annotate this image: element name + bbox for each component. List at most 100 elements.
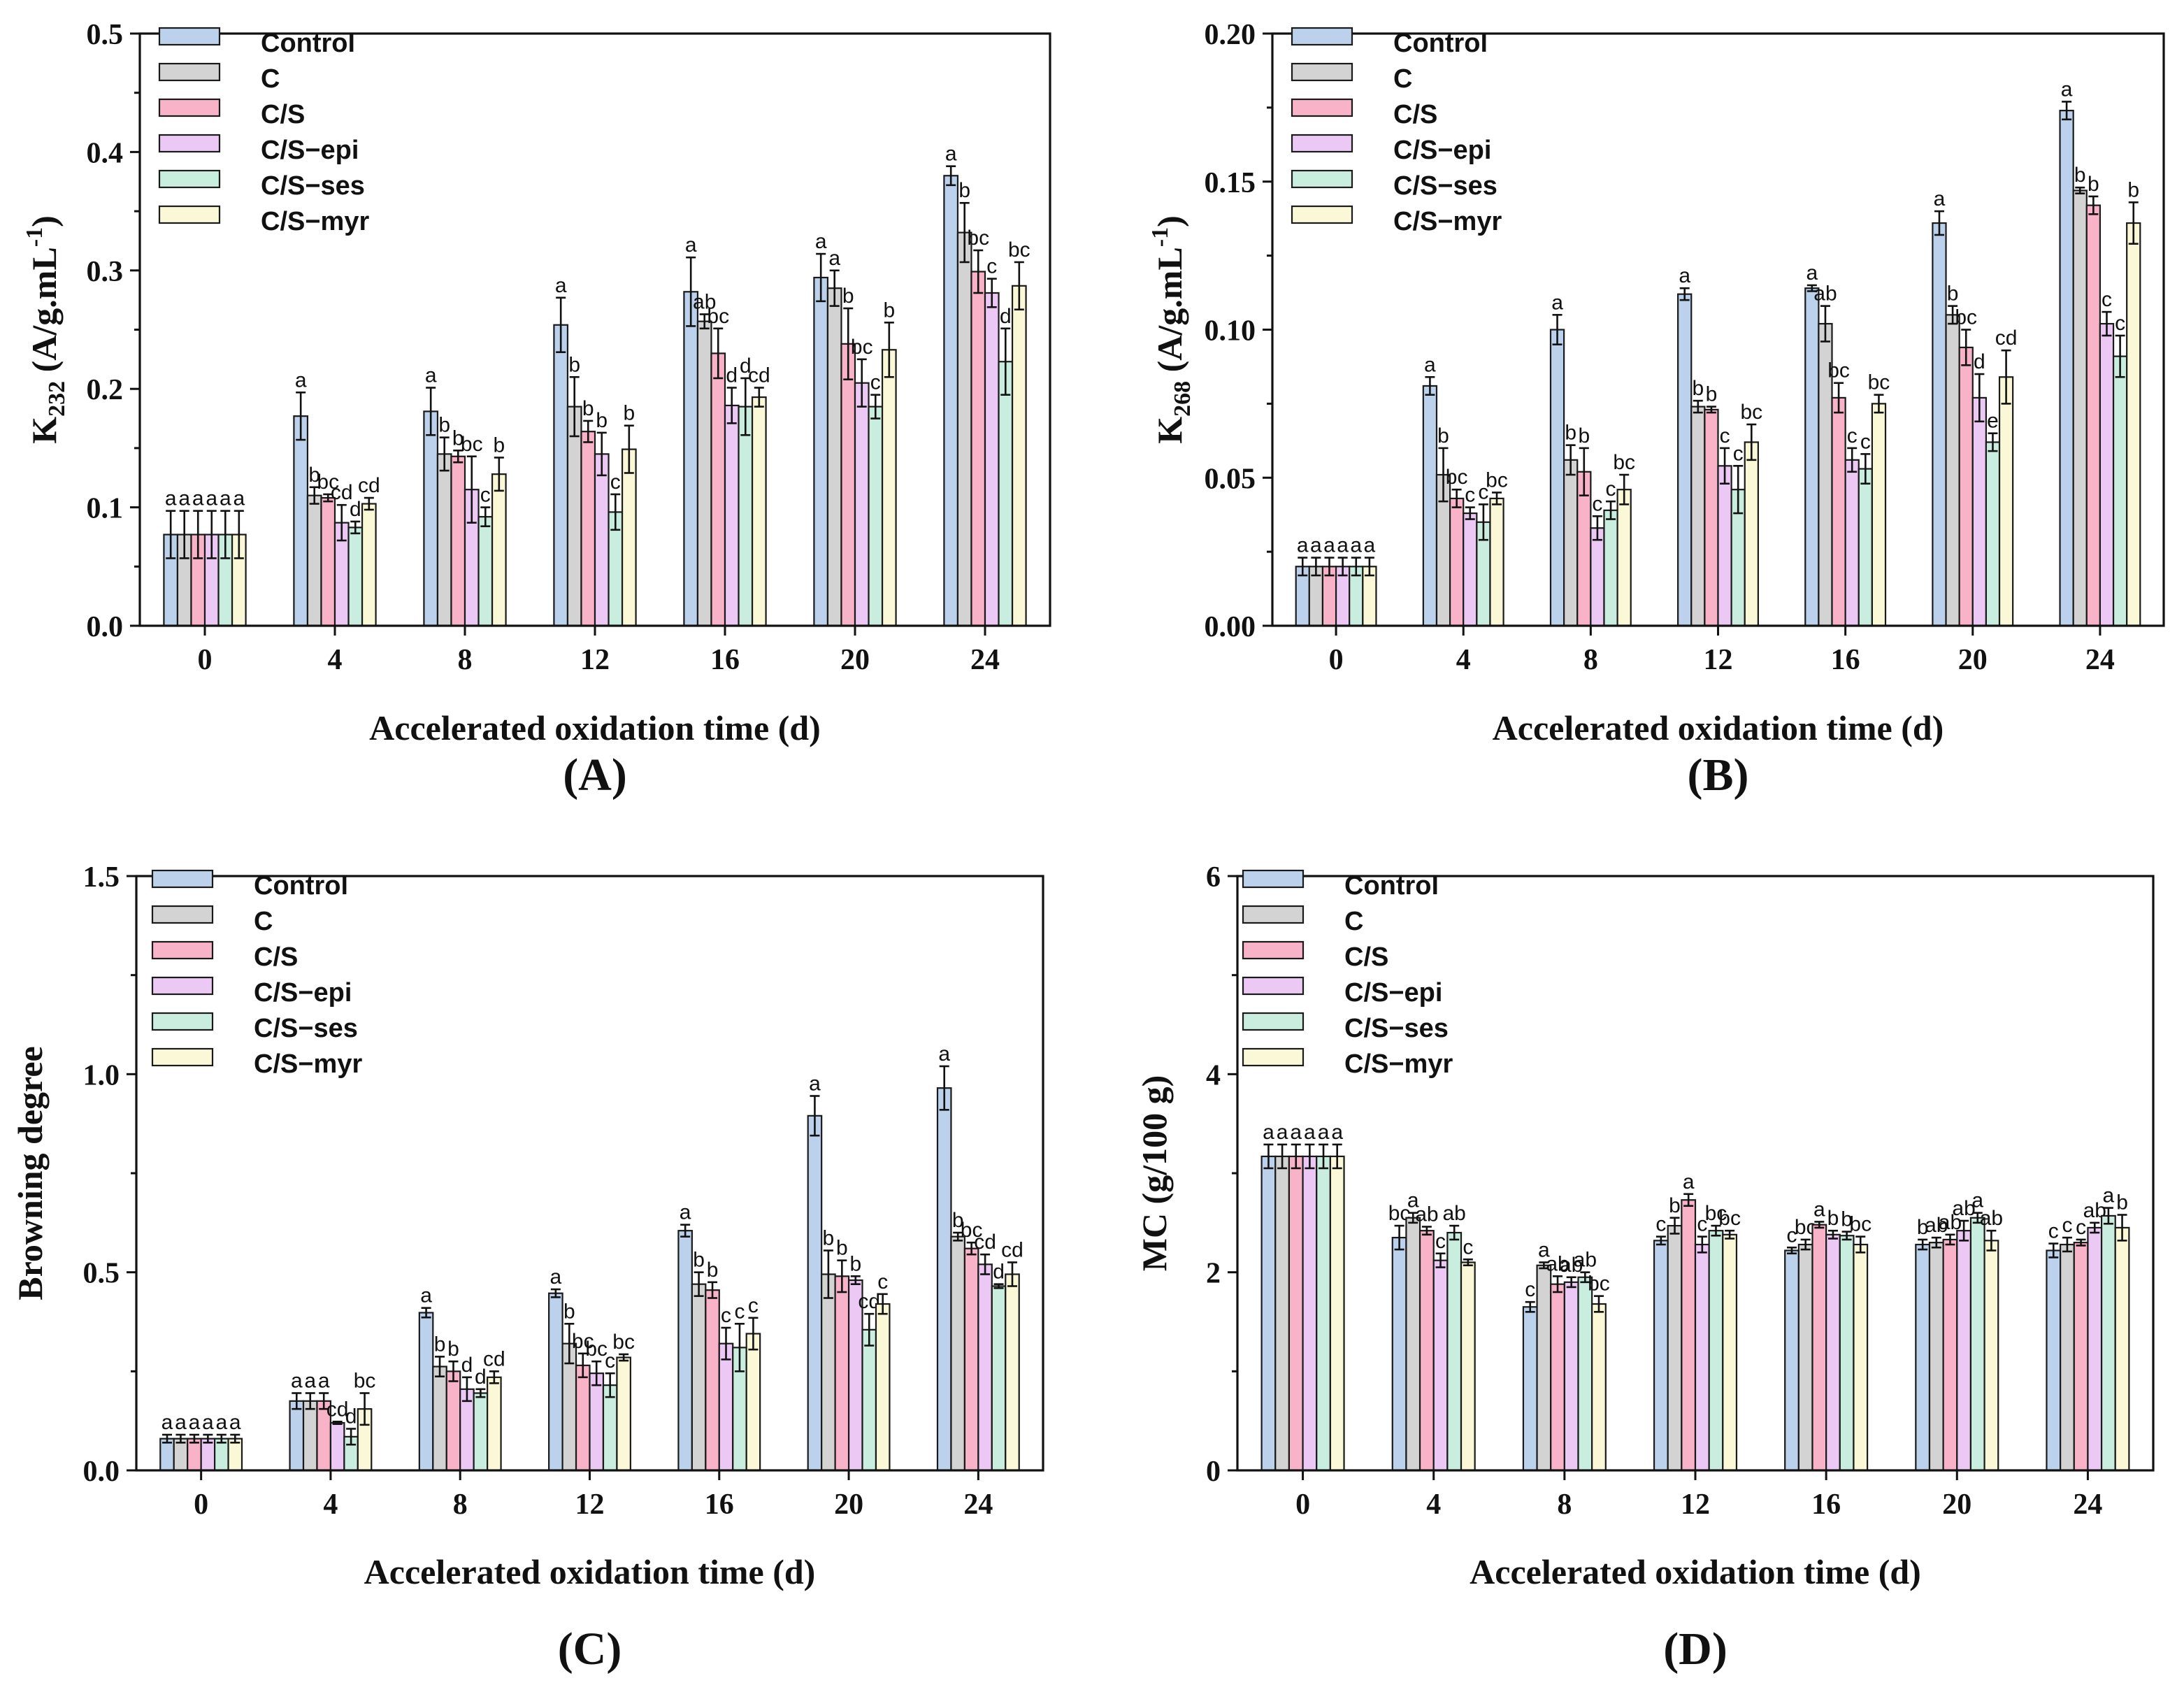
significance-letter: a	[1297, 534, 1309, 557]
bar-control-day-16	[683, 291, 699, 627]
legend-label: C/S−epi	[1393, 136, 1491, 165]
significance-letter: a	[1277, 1121, 1288, 1144]
bar-c-s-day-4	[1418, 1230, 1435, 1472]
legend-swatch	[151, 940, 214, 960]
significance-letter: c	[2048, 1220, 2059, 1243]
panel-label: (C)	[558, 1623, 622, 1675]
significance-letter: c	[1720, 424, 1730, 447]
significance-letter: a	[1310, 534, 1322, 557]
y-tick-label: 0.15	[1205, 167, 1256, 199]
bar-control-day-16	[1804, 287, 1820, 627]
bar-control-day-24	[943, 175, 959, 627]
significance-letter: a	[680, 1201, 691, 1224]
bar-c-s-ses-day-20	[868, 406, 884, 627]
bar-c-s-epi-day-16	[718, 1342, 734, 1472]
significance-letter: a	[815, 230, 827, 253]
significance-letter: b	[1827, 1207, 1839, 1230]
significance-letter: b	[596, 409, 608, 432]
y-tick-label: 0.5	[83, 1258, 120, 1290]
significance-letter: b	[434, 1333, 446, 1356]
bar-c-s-myr-day-24	[2114, 1226, 2130, 1472]
legend-swatch	[158, 98, 221, 117]
bar-c-s-epi-day-20	[1956, 1230, 1972, 1472]
bar-c-day-20	[1928, 1242, 1944, 1472]
significance-letter: a	[233, 487, 245, 510]
legend-label: C/S	[254, 942, 298, 972]
significance-letter: b	[582, 397, 594, 420]
bar-c-s-myr-day-12	[1744, 441, 1759, 627]
x-tick-label: 24	[963, 1489, 993, 1521]
significance-letter: ab	[1925, 1214, 1948, 1237]
significance-letter: ab	[1952, 1197, 1975, 1220]
bar-c-day-12	[566, 406, 582, 627]
y-title-end: )	[1150, 215, 1189, 227]
y-title-main: K	[24, 417, 64, 444]
legend-swatch	[1291, 98, 1353, 117]
y-title-main: MC (g/100 g)	[1135, 1075, 1174, 1272]
significance-letter: c	[1525, 1278, 1535, 1301]
bar-c-s-ses-day-8	[1577, 1276, 1593, 1472]
bar-c-s-myr-day-20	[875, 1303, 891, 1472]
legend-swatch	[158, 134, 221, 153]
y-tick-label: 0.1	[87, 493, 124, 525]
bar-c-s-day-24	[2073, 1242, 2089, 1472]
significance-letter: a	[229, 1411, 241, 1434]
significance-letter: bc	[1486, 468, 1508, 492]
significance-letter: a	[161, 1411, 173, 1434]
significance-letter: bc	[1827, 359, 1850, 382]
bar-c-s-epi-day-20	[854, 382, 870, 627]
legend-swatch	[151, 1047, 214, 1067]
panel-label: (B)	[1688, 750, 1749, 801]
y-tick-label: 6	[1206, 861, 1221, 894]
significance-letter: a	[2103, 1184, 2115, 1207]
significance-letter: d	[350, 498, 361, 521]
y-tick-label: 0.05	[1205, 463, 1256, 495]
bar-c-s-myr-day-20	[1998, 376, 2014, 627]
significance-letter: ab	[693, 290, 716, 313]
bar-c-s-day-24	[970, 271, 986, 627]
legend-label: C	[261, 64, 280, 94]
bar-c-s-epi-day-8	[1563, 1281, 1579, 1472]
significance-letter: b	[563, 1300, 575, 1323]
y-tick-label: 1.5	[83, 861, 120, 894]
bar-c-s-day-20	[1942, 1238, 1958, 1472]
significance-letter: a	[1551, 291, 1563, 314]
significance-letter: ab	[1546, 1252, 1569, 1275]
significance-letter: ab	[1443, 1202, 1466, 1225]
legend-label: C/S−myr	[254, 1049, 362, 1079]
significance-letter: a	[189, 1411, 201, 1434]
x-axis-title: Accelerated oxidation time (d)	[1493, 708, 1944, 747]
bar-c-s-epi-day-24	[977, 1263, 993, 1472]
bar-c-day-8	[432, 1365, 447, 1472]
significance-letter: bc	[961, 1219, 983, 1242]
legend-label: C/S−myr	[261, 207, 369, 236]
significance-letter: b	[849, 1252, 861, 1275]
bar-c-s-epi-day-16	[724, 404, 740, 627]
significance-letter: c	[870, 371, 881, 394]
significance-letter: b	[1578, 424, 1590, 447]
significance-letter: bc	[612, 1331, 635, 1354]
x-tick-label: 12	[580, 644, 610, 676]
bar-control-day-4	[1422, 385, 1438, 627]
bar-c-s-myr-day-8	[491, 473, 507, 627]
significance-letter: b	[2088, 173, 2099, 196]
significance-letter: c	[1655, 1213, 1666, 1236]
legend-label: Control	[1344, 871, 1439, 901]
significance-letter: b	[952, 1209, 964, 1232]
significance-letter: b	[707, 1259, 719, 1282]
significance-letter: bc	[1718, 1207, 1741, 1230]
bar-c-day-0	[1274, 1155, 1291, 1472]
x-tick-label: 12	[1681, 1489, 1710, 1521]
bar-c-s-ses-day-16	[1858, 468, 1873, 627]
significance-letter: c	[1435, 1230, 1446, 1253]
bar-c-day-8	[1536, 1264, 1552, 1472]
significance-letter: ab	[1415, 1203, 1438, 1226]
significance-letter: c	[1465, 484, 1475, 507]
legend-label: C/S−ses	[1344, 1014, 1449, 1043]
x-tick-label: 0	[194, 1489, 208, 1521]
bar-c-s-myr-day-16	[1871, 403, 1887, 627]
bar-c-s-myr-day-4	[1460, 1261, 1476, 1472]
